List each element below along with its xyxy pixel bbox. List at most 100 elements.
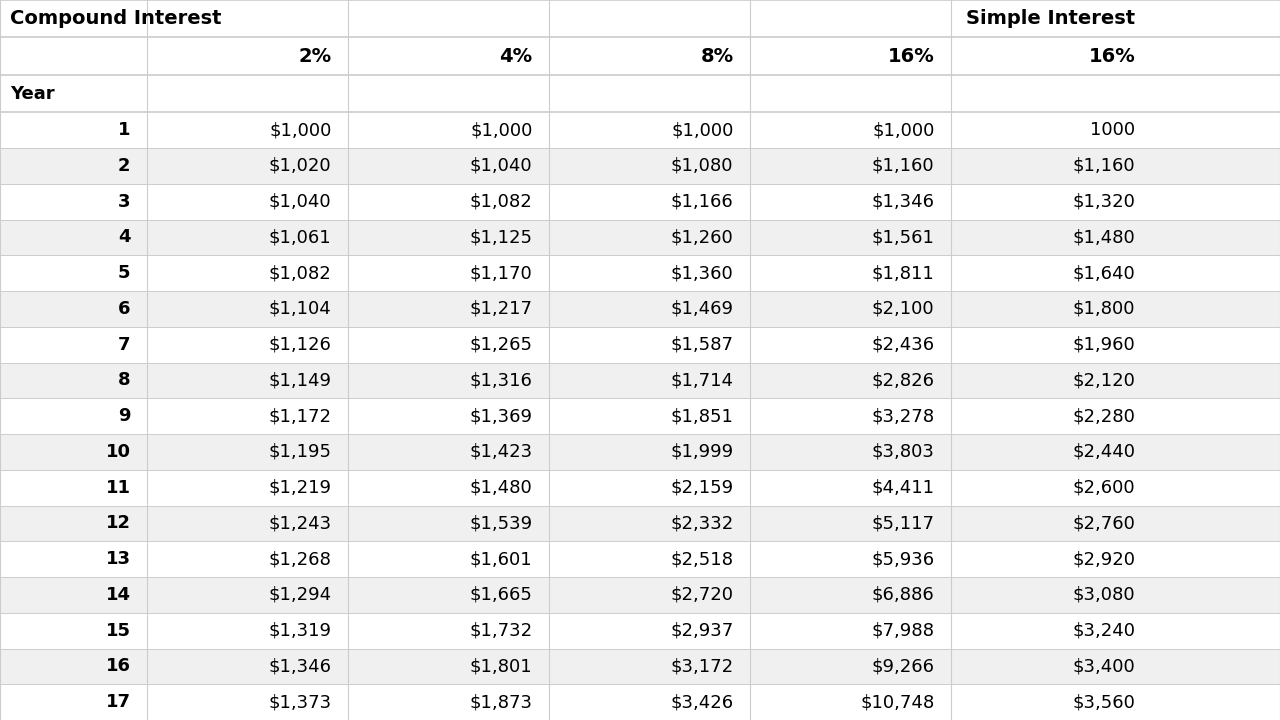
Text: $1,640: $1,640 — [1073, 264, 1135, 282]
Text: $2,720: $2,720 — [671, 586, 733, 604]
Text: Year: Year — [10, 85, 55, 102]
Text: $1,160: $1,160 — [872, 157, 934, 175]
Text: $1,104: $1,104 — [269, 300, 332, 318]
Text: $6,886: $6,886 — [872, 586, 934, 604]
Text: 13: 13 — [105, 550, 131, 568]
Text: $2,920: $2,920 — [1073, 550, 1135, 568]
Bar — [0, 148, 1280, 184]
Text: $1,423: $1,423 — [470, 443, 532, 461]
Text: 7: 7 — [118, 336, 131, 354]
Bar — [0, 327, 1280, 363]
Text: $2,600: $2,600 — [1073, 479, 1135, 497]
Text: $1,080: $1,080 — [671, 157, 733, 175]
Text: $1,000: $1,000 — [470, 121, 532, 139]
Text: $1,126: $1,126 — [269, 336, 332, 354]
Text: $5,936: $5,936 — [872, 550, 934, 568]
Text: $2,937: $2,937 — [671, 621, 733, 639]
Text: 1000: 1000 — [1091, 121, 1135, 139]
Bar — [0, 469, 1280, 505]
Text: 2: 2 — [118, 157, 131, 175]
Text: 4: 4 — [118, 228, 131, 246]
Bar — [0, 256, 1280, 291]
Text: $1,561: $1,561 — [872, 228, 934, 246]
Text: $1,801: $1,801 — [470, 657, 532, 675]
Text: $1,960: $1,960 — [1073, 336, 1135, 354]
Text: $1,082: $1,082 — [269, 264, 332, 282]
Text: $1,539: $1,539 — [470, 514, 532, 532]
Text: $1,170: $1,170 — [470, 264, 532, 282]
Bar — [0, 577, 1280, 613]
Bar — [0, 613, 1280, 649]
Text: $3,426: $3,426 — [671, 693, 733, 711]
Text: $1,268: $1,268 — [269, 550, 332, 568]
Text: $3,080: $3,080 — [1073, 586, 1135, 604]
Text: 15: 15 — [105, 621, 131, 639]
Text: 4%: 4% — [499, 47, 532, 66]
Text: $1,172: $1,172 — [269, 408, 332, 425]
Text: $1,360: $1,360 — [671, 264, 733, 282]
Text: $1,195: $1,195 — [269, 443, 332, 461]
Bar — [0, 541, 1280, 577]
Text: $1,217: $1,217 — [470, 300, 532, 318]
Bar — [0, 649, 1280, 684]
Text: $1,160: $1,160 — [1073, 157, 1135, 175]
Text: $10,748: $10,748 — [860, 693, 934, 711]
Text: 8: 8 — [118, 372, 131, 390]
Bar — [0, 112, 1280, 148]
Text: $1,061: $1,061 — [269, 228, 332, 246]
Bar — [0, 0, 1280, 37]
Text: 8%: 8% — [700, 47, 733, 66]
Bar — [0, 505, 1280, 541]
Text: Compound Interest: Compound Interest — [10, 9, 221, 28]
Text: $2,280: $2,280 — [1073, 408, 1135, 425]
Text: $5,117: $5,117 — [872, 514, 934, 532]
Bar — [0, 434, 1280, 469]
Text: $1,265: $1,265 — [470, 336, 532, 354]
Text: $1,316: $1,316 — [470, 372, 532, 390]
Bar — [0, 363, 1280, 398]
Text: 16%: 16% — [1088, 47, 1135, 66]
Text: $3,278: $3,278 — [872, 408, 934, 425]
Text: $2,120: $2,120 — [1073, 372, 1135, 390]
Text: $1,000: $1,000 — [269, 121, 332, 139]
Text: $1,020: $1,020 — [269, 157, 332, 175]
Text: 14: 14 — [105, 586, 131, 604]
Text: 5: 5 — [118, 264, 131, 282]
Text: $1,082: $1,082 — [470, 193, 532, 211]
Text: 12: 12 — [105, 514, 131, 532]
Text: $1,873: $1,873 — [470, 693, 532, 711]
Bar — [0, 220, 1280, 256]
Text: 1: 1 — [118, 121, 131, 139]
Text: $1,587: $1,587 — [671, 336, 733, 354]
Text: $1,665: $1,665 — [470, 586, 532, 604]
Text: 17: 17 — [105, 693, 131, 711]
Text: $1,125: $1,125 — [470, 228, 532, 246]
Text: 2%: 2% — [298, 47, 332, 66]
Text: $3,803: $3,803 — [872, 443, 934, 461]
Text: $3,172: $3,172 — [671, 657, 733, 675]
Text: $1,346: $1,346 — [269, 657, 332, 675]
Text: $1,166: $1,166 — [671, 193, 733, 211]
Text: $2,440: $2,440 — [1073, 443, 1135, 461]
Bar — [0, 37, 1280, 75]
Text: $2,436: $2,436 — [872, 336, 934, 354]
Text: 16: 16 — [105, 657, 131, 675]
Text: $1,320: $1,320 — [1073, 193, 1135, 211]
Text: 3: 3 — [118, 193, 131, 211]
Text: $1,480: $1,480 — [1073, 228, 1135, 246]
Text: $1,469: $1,469 — [671, 300, 733, 318]
Text: $1,346: $1,346 — [872, 193, 934, 211]
Bar — [0, 184, 1280, 220]
Text: $2,159: $2,159 — [671, 479, 733, 497]
Text: 16%: 16% — [887, 47, 934, 66]
Text: $1,999: $1,999 — [671, 443, 733, 461]
Text: 9: 9 — [118, 408, 131, 425]
Text: $9,266: $9,266 — [872, 657, 934, 675]
Text: $1,219: $1,219 — [269, 479, 332, 497]
Text: $1,373: $1,373 — [269, 693, 332, 711]
Text: $1,040: $1,040 — [269, 193, 332, 211]
Bar — [0, 684, 1280, 720]
Text: $1,000: $1,000 — [872, 121, 934, 139]
Text: $1,811: $1,811 — [872, 264, 934, 282]
Text: $1,040: $1,040 — [470, 157, 532, 175]
